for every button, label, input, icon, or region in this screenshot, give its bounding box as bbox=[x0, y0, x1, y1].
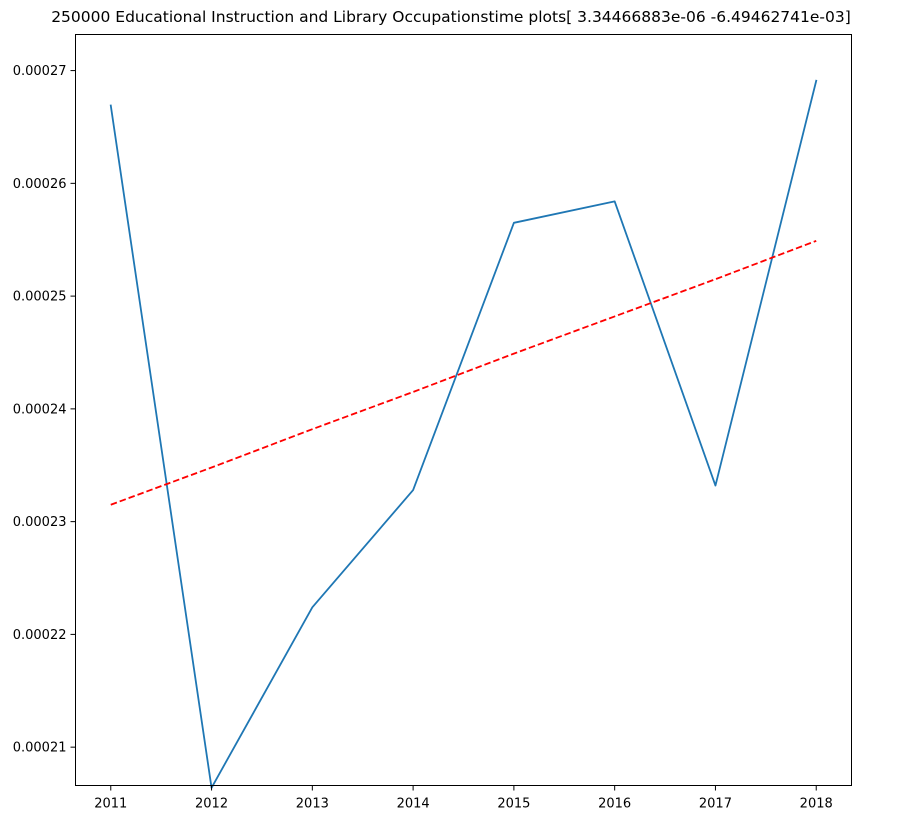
x-tick-label: 2018 bbox=[800, 797, 833, 812]
y-tick-label: 0.00024 bbox=[13, 402, 67, 417]
x-tick-label: 2013 bbox=[296, 797, 329, 812]
x-tick-label: 2012 bbox=[195, 797, 228, 812]
y-tick-label: 0.00026 bbox=[13, 177, 67, 192]
chart-title: 250000 Educational Instruction and Libra… bbox=[51, 8, 851, 26]
axes-layer: 2011 2012 2013 2014 2015 2016 2017 2018 0.00021 0… bbox=[13, 34, 852, 812]
y-tick-label: 0.00027 bbox=[13, 64, 67, 79]
series-layer bbox=[109, 79, 818, 789]
x-tick-label: 2015 bbox=[497, 797, 530, 812]
y-tick-label: 0.00025 bbox=[13, 290, 67, 305]
x-tick-label: 2014 bbox=[397, 797, 430, 812]
series-line-2 bbox=[110, 240, 817, 506]
plot-frame bbox=[75, 34, 852, 786]
y-tick-label: 0.00023 bbox=[13, 515, 67, 530]
x-tick-label: 2016 bbox=[598, 797, 631, 812]
x-tick-label: 2011 bbox=[94, 797, 127, 812]
y-tick-label: 0.00022 bbox=[13, 628, 67, 643]
y-tick-label: 0.00021 bbox=[13, 741, 67, 756]
series-line-1 bbox=[109, 79, 818, 789]
x-tick-label: 2017 bbox=[699, 797, 732, 812]
